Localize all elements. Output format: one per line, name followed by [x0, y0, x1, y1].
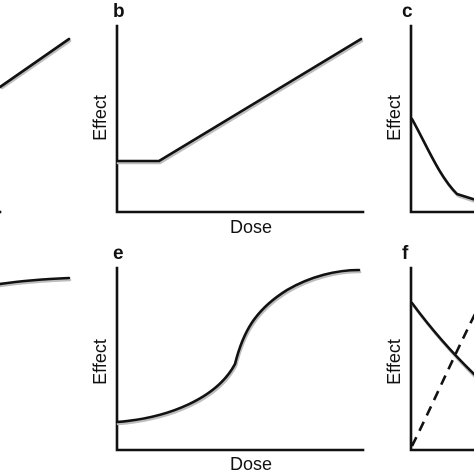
- panel-f-axes: [409, 266, 474, 452]
- panel-c-letter: c: [402, 1, 413, 22]
- panel-d-curve: [0, 276, 71, 286]
- panel-e-letter: e: [113, 243, 124, 264]
- panel-b-curve: [116, 37, 363, 163]
- panel-b-letter: b: [113, 1, 125, 22]
- panel-b-axes: [115, 24, 365, 214]
- panel-b-curve-shadow: [116, 39, 364, 165]
- panel-f-decreasing-curve: [410, 301, 474, 376]
- panel-c-y-axis-label: Effect: [384, 95, 404, 141]
- panel-b-x-axis-label: Dose: [230, 217, 272, 237]
- panel-c-curve-shadow: [411, 119, 474, 203]
- panel-f-letter: f: [402, 243, 409, 264]
- panel-d: [0, 276, 72, 288]
- panel-a-curve-shadow: [0, 39, 72, 90]
- panel-a: [0, 37, 72, 214]
- panel-f-increasing-dashed-curve: [410, 313, 474, 447]
- panel-c-axes: [409, 24, 474, 214]
- panel-b: b Effect Dose: [90, 1, 365, 237]
- panel-b-y-axis-label: Effect: [90, 95, 110, 141]
- panel-e-curve: [115, 268, 361, 424]
- panel-f-y-axis-label: Effect: [384, 339, 404, 385]
- panel-e-axes: [115, 266, 365, 452]
- panel-e-y-axis-label: Effect: [90, 339, 110, 385]
- panel-a-curve: [0, 37, 71, 89]
- panel-e-curve-shadow: [116, 270, 362, 426]
- panel-d-curve-shadow: [0, 278, 72, 288]
- panel-c: c Effect: [384, 1, 474, 214]
- panel-c-curve: [410, 117, 474, 201]
- panel-e-x-axis-label: Dose: [230, 454, 272, 474]
- panel-e: e Effect Dose: [90, 243, 365, 474]
- panel-f: f Effect: [384, 243, 474, 452]
